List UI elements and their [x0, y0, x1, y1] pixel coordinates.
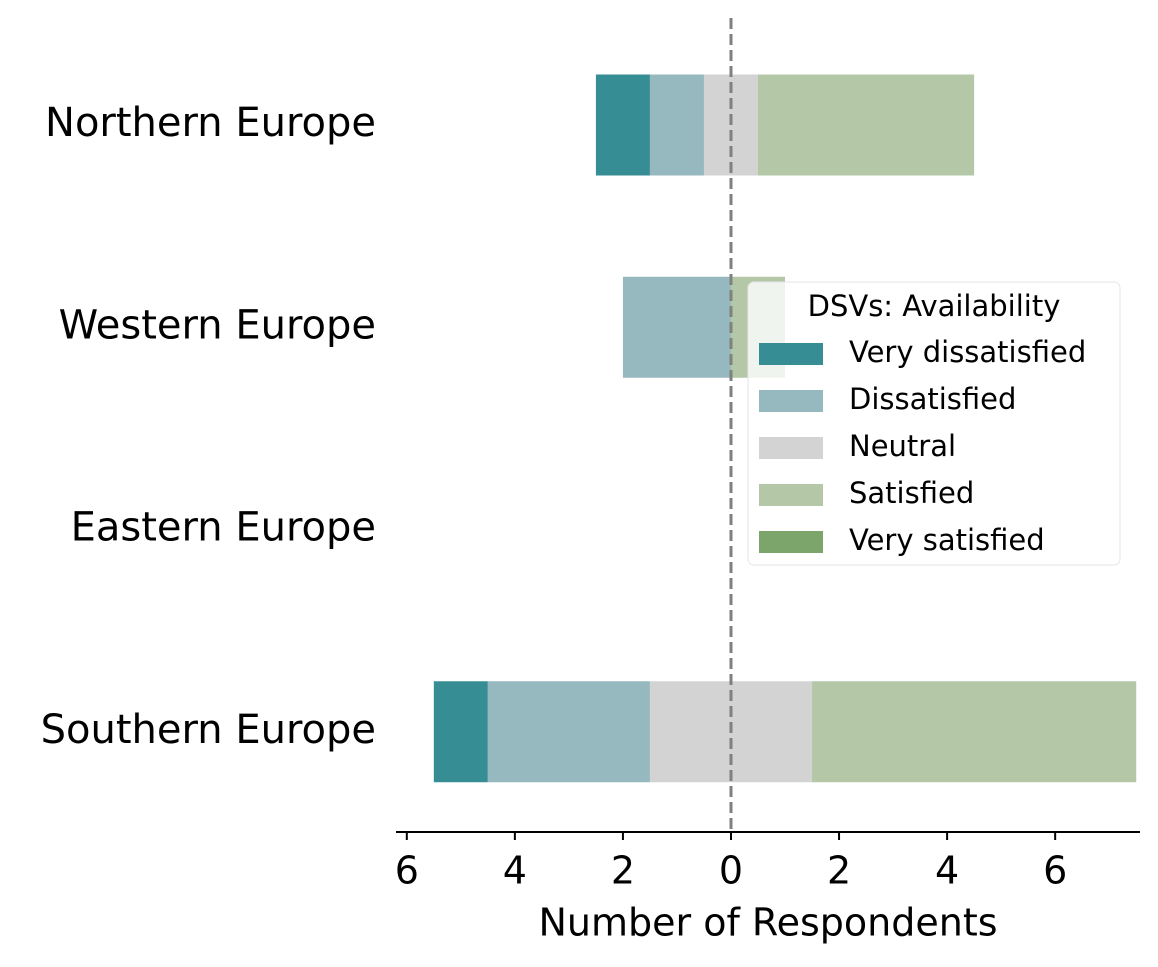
legend-label: Very satisfied — [849, 523, 1045, 557]
y-tick-label: Southern Europe — [41, 707, 376, 753]
legend-swatch — [759, 437, 823, 459]
bar-segment — [433, 681, 488, 783]
bar-segment — [622, 276, 731, 378]
x-tick-label: 2 — [611, 849, 635, 893]
legend-swatch — [759, 390, 823, 412]
legend-swatch — [759, 484, 823, 506]
y-tick-label: Western Europe — [59, 302, 376, 348]
legend-swatch — [759, 531, 823, 553]
x-axis-label: Number of Respondents — [538, 901, 997, 945]
x-tick-label: 4 — [503, 849, 527, 893]
x-tick-label: 2 — [827, 849, 851, 893]
legend-label: Neutral — [849, 429, 956, 463]
bar-segment — [649, 74, 704, 176]
bar-segment — [758, 74, 975, 176]
x-tick-label: 6 — [395, 849, 419, 893]
legend: DSVs: Availability Very dissatisfied Dissa… — [747, 281, 1121, 566]
bar-segment — [487, 681, 650, 783]
y-tick-label: Eastern Europe — [71, 505, 376, 551]
y-tick-label: Northern Europe — [45, 100, 376, 146]
legend-title: DSVs: Availability — [808, 289, 1061, 323]
x-tick-label: 0 — [719, 849, 743, 893]
x-tick-label: 4 — [935, 849, 959, 893]
legend-box — [747, 281, 1121, 566]
bar-segment — [812, 681, 1137, 783]
x-tick-label: 6 — [1043, 849, 1067, 893]
legend-label: Satisfied — [849, 476, 974, 510]
bar-segment — [595, 74, 650, 176]
legend-swatch — [759, 343, 823, 365]
legend-label: Very dissatisfied — [849, 335, 1086, 369]
legend-label: Dissatisfied — [849, 382, 1016, 416]
